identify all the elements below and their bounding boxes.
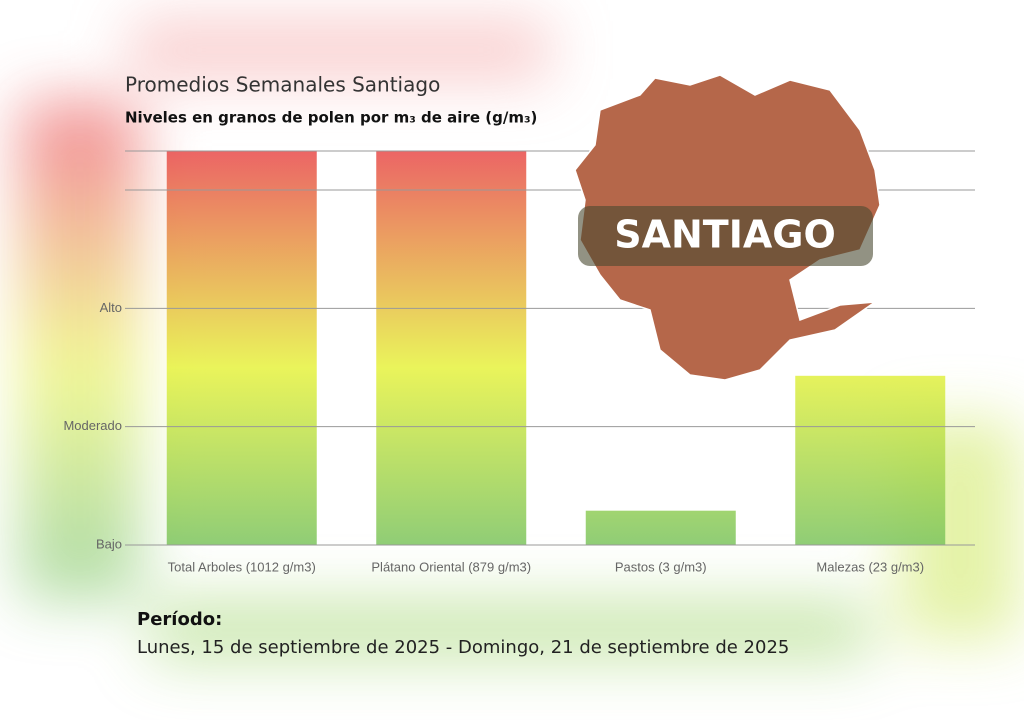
y-tick-label: Alto [100, 300, 122, 315]
bar [376, 151, 527, 545]
bar [795, 375, 946, 545]
x-tick-label: Pastos (3 g/m3) [615, 559, 707, 574]
period: Lunes, 15 de septiembre de 2025 - Doming… [137, 637, 789, 658]
chart-title: Promedios Semanales Santiago [125, 73, 440, 97]
period-label: Período: [137, 609, 222, 630]
bar [585, 510, 736, 545]
santiago-map: SANTIAGO [574, 74, 881, 381]
plot: Total Arboles (1012 g/m3) Plátano Orienta… [63, 150, 975, 574]
chart-subtitle: Niveles en granos de polen por m₃ de air… [125, 109, 537, 127]
x-tick-label: Plátano Oriental (879 g/m3) [371, 559, 531, 574]
x-tick-label: Malezas (23 g/m3) [816, 559, 924, 574]
y-tick-label: Bajo [96, 536, 122, 551]
bar [166, 151, 317, 545]
x-tick-label: Total Arboles (1012 g/m3) [168, 559, 316, 574]
map-label: SANTIAGO [614, 213, 836, 257]
background [20, 20, 1020, 660]
y-tick-label: Moderado [63, 418, 122, 433]
